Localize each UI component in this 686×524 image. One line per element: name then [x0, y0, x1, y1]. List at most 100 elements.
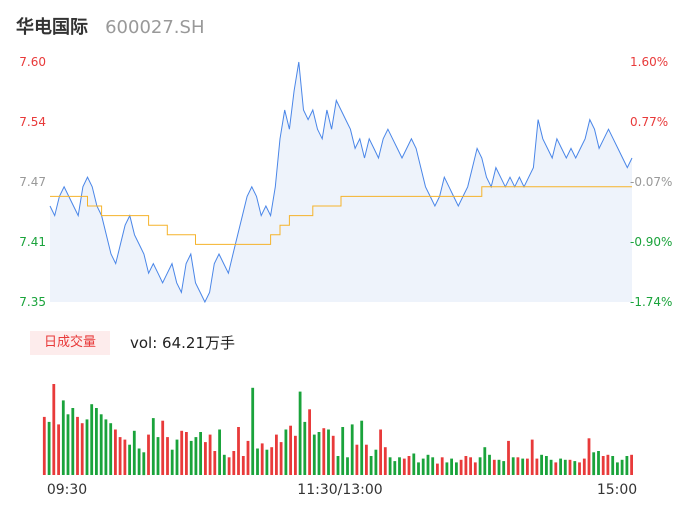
stock-name: 华电国际 — [16, 17, 88, 38]
volume-bar — [270, 447, 274, 475]
volume-bar — [90, 404, 94, 475]
volume-bar — [440, 457, 444, 475]
volume-bar — [294, 435, 297, 475]
x-tick-label: 09:30 — [47, 482, 87, 498]
volume-bar — [601, 456, 605, 475]
volume-bar — [114, 429, 117, 475]
y-tick-label-percent: -1.74% — [630, 295, 672, 309]
volume-bar — [455, 462, 458, 475]
volume-bar — [185, 432, 188, 475]
volume-bar — [57, 424, 60, 475]
volume-bar — [99, 414, 103, 475]
volume-bar — [80, 423, 84, 475]
volume-bar — [289, 425, 292, 475]
volume-bar — [592, 452, 596, 476]
volume-bar — [47, 421, 51, 475]
volume-bar — [459, 459, 463, 475]
volume-bar — [412, 453, 416, 475]
volume-bar — [222, 454, 226, 475]
volume-bar — [227, 457, 231, 475]
volume-badge: 日成交量 — [30, 331, 110, 355]
volume-bar — [630, 454, 633, 475]
volume-bar — [535, 458, 539, 475]
stock-code: 600027.SH — [105, 17, 205, 38]
volume-bar — [156, 437, 160, 475]
volume-bar — [369, 456, 373, 475]
volume-bar — [421, 458, 425, 475]
volume-bar — [341, 427, 345, 475]
volume-bar — [350, 424, 354, 475]
volume-bar — [128, 444, 131, 475]
volume-bar — [431, 457, 435, 475]
volume-bar — [85, 419, 89, 475]
volume-bar — [625, 456, 629, 475]
volume-bar — [199, 432, 202, 475]
volume-bar — [407, 456, 411, 475]
volume-bar — [322, 428, 326, 475]
volume-bar — [473, 462, 477, 475]
volume-bar — [232, 451, 236, 475]
volume-bar — [587, 438, 591, 475]
y-tick-label-percent: -0.07% — [630, 175, 672, 189]
volume-bar — [417, 462, 420, 475]
volume-bar — [308, 409, 311, 475]
volume-bar — [469, 457, 472, 475]
chart-header: 华电国际 600027.SH — [16, 13, 205, 39]
volume-bar — [554, 462, 558, 475]
volume-bar — [559, 458, 562, 475]
volume-bar — [436, 463, 439, 475]
price-line — [49, 61, 633, 304]
y-tick-label: 7.60 — [19, 55, 46, 69]
volume-bar — [137, 448, 141, 475]
volume-bar — [279, 442, 283, 475]
volume-bar — [488, 454, 491, 475]
volume-bar — [540, 454, 543, 475]
volume-bar — [402, 458, 406, 475]
volume-bar — [256, 448, 259, 475]
x-tick-label: 11:30/13:00 — [297, 482, 382, 498]
volume-bar — [355, 444, 359, 475]
average-price-line — [50, 186, 632, 245]
volume-bar — [237, 427, 240, 475]
volume-bar — [213, 451, 217, 475]
y-tick-label: 7.35 — [19, 295, 46, 309]
volume-bar — [393, 461, 397, 475]
volume-bar — [189, 440, 193, 475]
volume-bar — [95, 408, 98, 475]
volume-bar — [175, 439, 179, 475]
volume-bar — [52, 384, 56, 475]
volume-bar — [450, 458, 453, 475]
volume-bar — [516, 457, 520, 475]
volume-bar — [76, 416, 79, 475]
volume-bar — [445, 462, 449, 475]
volume-bar — [109, 423, 113, 475]
volume-bar — [123, 439, 127, 475]
volume-bar — [161, 420, 165, 475]
volume-bar — [563, 459, 567, 475]
volume-bar — [478, 457, 482, 475]
volume-bar — [284, 429, 288, 475]
volume-total: vol: 64.21万手 — [130, 334, 235, 352]
y-tick-label: 7.54 — [19, 115, 46, 129]
volume-bar — [549, 459, 553, 475]
volume-bar — [42, 416, 46, 475]
volume-bar — [360, 420, 364, 475]
volume-bar — [251, 387, 255, 475]
volume-bar — [170, 449, 174, 475]
volume-bar — [204, 442, 207, 475]
volume-bar — [606, 454, 610, 475]
volume-bar — [166, 437, 169, 475]
volume-bar — [483, 447, 487, 475]
volume-bar — [118, 437, 122, 475]
volume-bar — [616, 462, 619, 475]
volume-bar — [208, 434, 212, 475]
volume-bar — [578, 462, 581, 475]
volume-bar — [275, 434, 278, 475]
volume-bar — [147, 434, 150, 475]
volume-bar — [260, 443, 264, 475]
y-tick-label-percent: -0.90% — [630, 235, 672, 249]
price-area — [50, 62, 632, 302]
volume-bar — [265, 449, 269, 475]
volume-bar — [194, 437, 198, 475]
volume-bar — [298, 391, 302, 475]
